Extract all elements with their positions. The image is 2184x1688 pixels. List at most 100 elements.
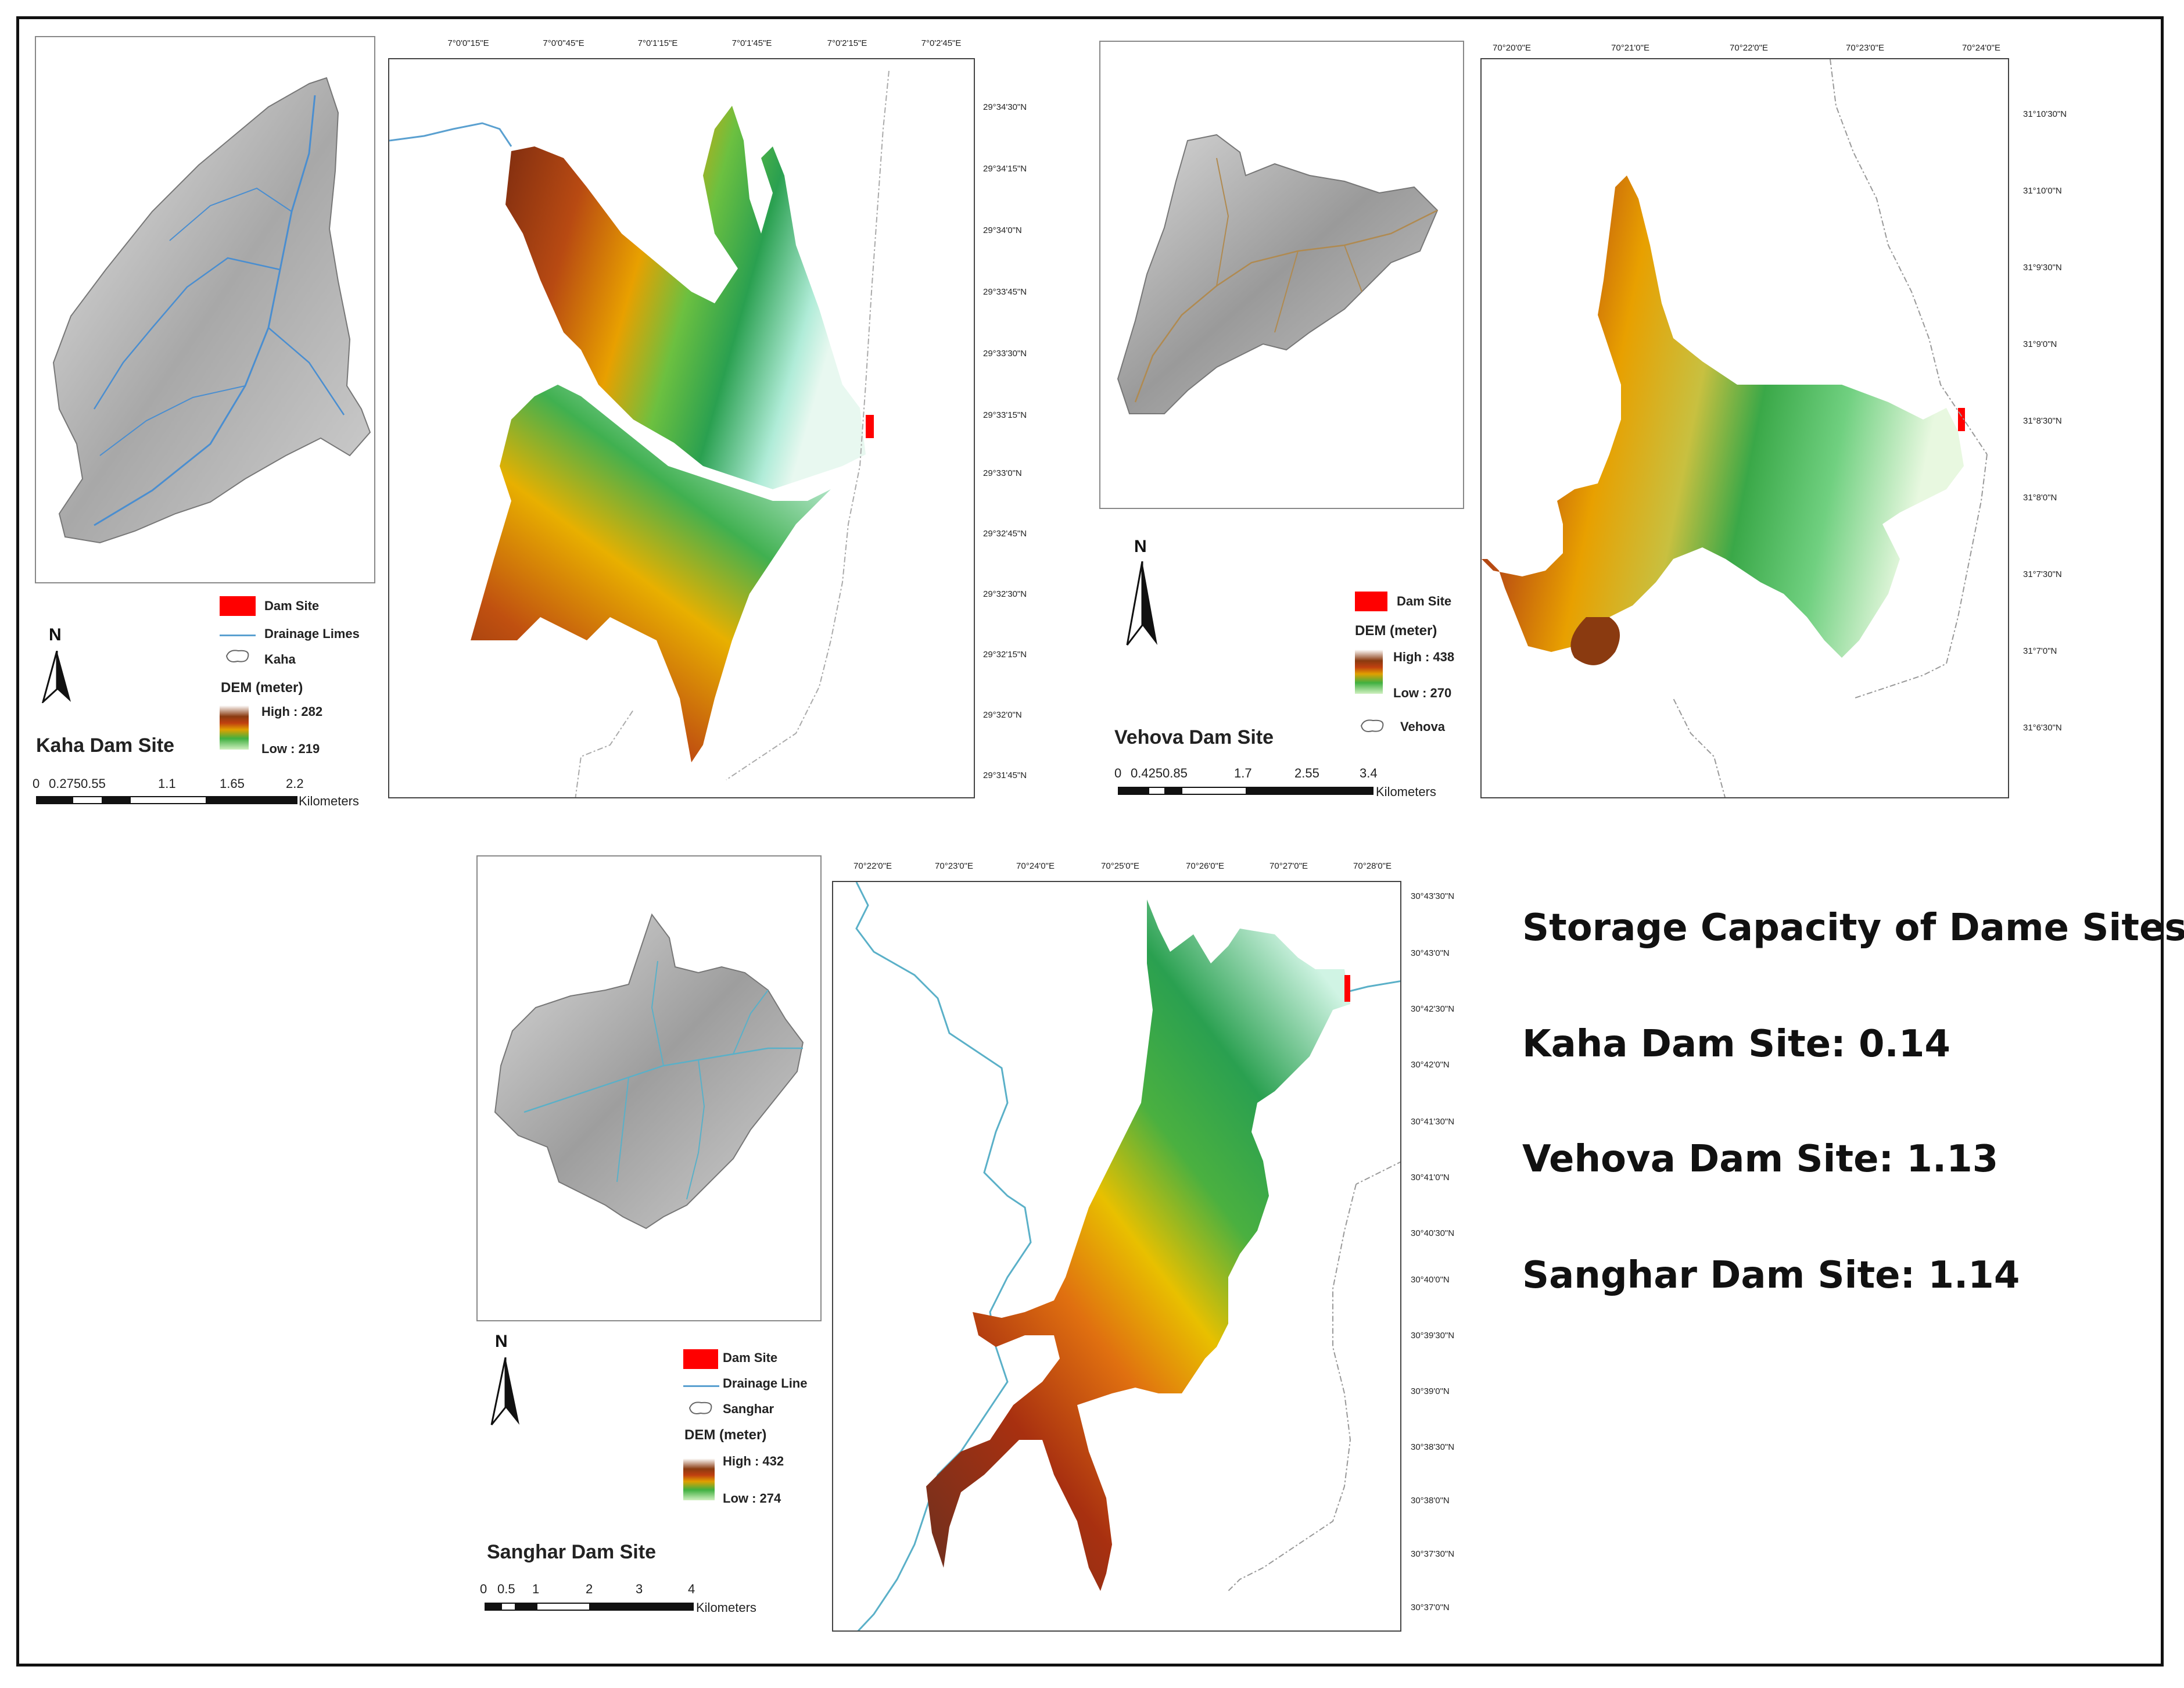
legend-drainage-label: Drainage Line (723, 1376, 808, 1390)
lon-tick-label: 7°0'0"45"E (543, 38, 584, 48)
lon-tick-label: 70°22'0"E (853, 861, 892, 871)
legend-dem-high: High : 438 (1393, 650, 1455, 664)
lat-tick-label: 31°9'30"N (2023, 263, 2062, 273)
vehova-dem-reservoir (1482, 59, 1988, 797)
lat-tick-label: 31°6'30"N (2023, 723, 2062, 733)
legend-dam-site-label: Dam Site (723, 1350, 778, 1365)
lon-tick-label: 70°20'0"E (1493, 43, 1531, 53)
vehova-watershed-inset (1099, 41, 1464, 509)
lat-tick-label: 29°33'0"N (983, 468, 1022, 478)
lon-tick-label: 70°21'0"E (1611, 43, 1649, 53)
lat-tick-label: 30°40'30"N (1411, 1228, 1455, 1238)
legend-dem-title: DEM (meter) (221, 680, 303, 696)
sanghar-dem-reservoir (855, 882, 1400, 1630)
scale-tick-label: 1.65 (220, 776, 245, 791)
scale-tick-label: 1.7 (1234, 766, 1252, 780)
lat-tick-label: 29°34'15"N (983, 164, 1027, 174)
boundary-swatch (1360, 719, 1384, 732)
vehova-site-title: Vehova Dam Site (1114, 726, 1274, 748)
scale-unit-label: Kilometers (299, 794, 359, 808)
lat-tick-label: 30°41'30"N (1411, 1117, 1455, 1127)
boundary-swatch (225, 650, 249, 662)
lon-tick-label: 70°28'0"E (1353, 861, 1392, 871)
legend-dem-title: DEM (meter) (1355, 623, 1437, 639)
lon-tick-label: 70°27'0"E (1269, 861, 1308, 871)
kaha-hillshade-map (52, 77, 371, 544)
lon-tick-label: 70°24'0"E (1016, 861, 1055, 871)
scale-bar-graphic (1118, 787, 1373, 795)
lat-tick-label: 31°7'0"N (2023, 646, 2057, 656)
lat-tick-label: 31°9'0"N (2023, 339, 2057, 349)
storage-kaha: Kaha Dam Site: 0.14 (1522, 1023, 1950, 1066)
lat-tick-label: 29°31'45"N (983, 770, 1027, 780)
lat-tick-label: 30°39'30"N (1411, 1331, 1455, 1341)
figure-frame (16, 16, 2164, 1667)
lon-tick-label: 70°25'0"E (1101, 861, 1139, 871)
kaha-watershed-inset (35, 36, 375, 583)
lat-tick-label: 30°37'30"N (1411, 1549, 1455, 1559)
dem-color-ramp (683, 1458, 715, 1500)
legend-boundary-label: Kaha (264, 652, 296, 666)
legend-dam-site-label: Dam Site (1397, 594, 1452, 608)
lon-tick-label: 70°26'0"E (1186, 861, 1224, 871)
lon-tick-label: 70°23'0"E (1846, 43, 1884, 53)
legend-dem-low: Low : 219 (261, 741, 320, 756)
vehova-hillshade-map (1117, 134, 1439, 414)
legend-dem-low: Low : 270 (1393, 686, 1452, 700)
lat-tick-label: 31°10'30"N (2023, 109, 2067, 119)
storage-sanghar: Sanghar Dam Site: 1.14 (1522, 1254, 2020, 1297)
kaha-site-title: Kaha Dam Site (36, 734, 175, 757)
lon-tick-label: 7°0'1'45"E (731, 38, 772, 48)
dem-color-ramp (220, 705, 249, 750)
lat-tick-label: 30°37'0"N (1411, 1603, 1450, 1612)
scale-unit-label: Kilometers (1376, 784, 1436, 799)
scale-tick-label: 2 (586, 1582, 593, 1596)
scale-tick-label: 2.55 (1294, 766, 1319, 780)
scale-tick-label: 1 (532, 1582, 540, 1596)
scale-tick-label: 0.5 (497, 1582, 515, 1596)
lon-tick-label: 70°22'0"E (1730, 43, 1768, 53)
lat-tick-label: 31°10'0"N (2023, 186, 2062, 196)
scale-tick-label: 0 (480, 1582, 487, 1596)
lat-tick-label: 29°34'30"N (983, 102, 1027, 112)
lat-tick-label: 31°8'30"N (2023, 416, 2062, 426)
lat-tick-label: 30°38'0"N (1411, 1496, 1450, 1506)
lat-tick-label: 30°42'30"N (1411, 1004, 1455, 1014)
sanghar-hillshade-map (494, 913, 804, 1230)
scale-bar-graphic (485, 1603, 694, 1611)
dem-color-ramp (1355, 650, 1383, 694)
lat-tick-label: 29°32'0"N (983, 710, 1022, 720)
scale-tick-label: 0.4250.85 (1131, 766, 1188, 780)
legend-boundary-label: Vehova (1400, 719, 1446, 734)
north-label: N (49, 625, 62, 644)
drainage-swatch (220, 635, 256, 636)
lat-tick-label: 30°43'0"N (1411, 948, 1450, 958)
lat-tick-label: 30°38'30"N (1411, 1442, 1455, 1452)
north-arrow-icon (1126, 561, 1157, 646)
lat-tick-label: 31°7'30"N (2023, 569, 2062, 579)
vehova-reservoir-map (1480, 58, 2009, 798)
scale-bar-graphic (36, 796, 297, 804)
north-arrow-icon (41, 651, 71, 703)
boundary-swatch (688, 1402, 712, 1414)
dam-site-swatch (683, 1349, 718, 1369)
lat-tick-label: 30°39'0"N (1411, 1386, 1450, 1396)
lat-tick-label: 29°32'15"N (983, 650, 1027, 660)
lat-tick-label: 30°40'0"N (1411, 1275, 1450, 1285)
scale-tick-label: 4 (688, 1582, 695, 1596)
lat-tick-label: 29°32'30"N (983, 589, 1027, 599)
dam-site-swatch (220, 596, 256, 616)
legend-dem-high: High : 282 (261, 704, 323, 719)
north-label: N (1134, 537, 1147, 556)
lat-tick-label: 29°34'0"N (983, 225, 1022, 235)
lat-tick-label: 29°32'45"N (983, 529, 1027, 539)
lat-tick-label: 29°33'15"N (983, 410, 1027, 420)
lat-tick-label: 30°43'30"N (1411, 891, 1455, 901)
scale-unit-label: Kilometers (696, 1600, 756, 1615)
sanghar-watershed-inset (476, 855, 822, 1321)
storage-vehova: Vehova Dam Site: 1.13 (1522, 1138, 1999, 1181)
sanghar-site-title: Sanghar Dam Site (487, 1541, 656, 1563)
legend-dem-title: DEM (meter) (684, 1427, 767, 1443)
lon-tick-label: 7°0'2'45"E (921, 38, 962, 48)
scale-tick-label: 0 (33, 776, 40, 791)
